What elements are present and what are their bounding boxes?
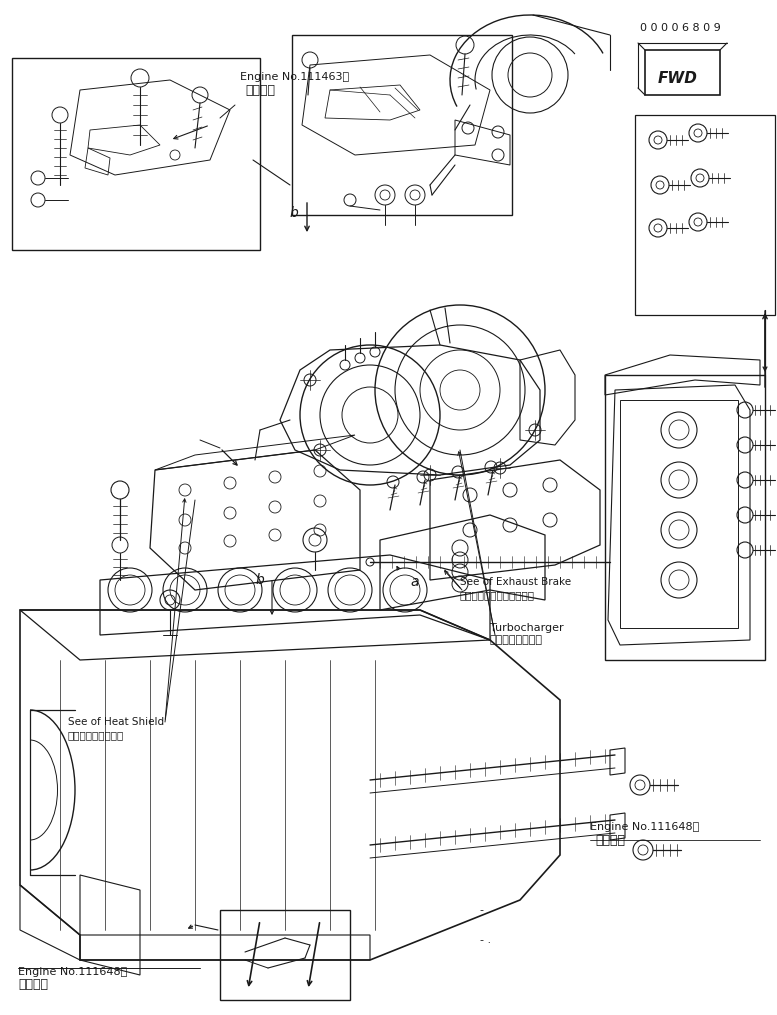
Text: ターボチャージャ: ターボチャージャ	[490, 635, 543, 645]
Text: 適用号機: 適用号機	[595, 833, 625, 847]
Text: See of Heat Shield: See of Heat Shield	[68, 717, 164, 727]
Text: エキゾーストブレーキ参照: エキゾーストブレーキ参照	[460, 590, 535, 600]
Text: a: a	[410, 576, 419, 589]
Text: - .: - .	[480, 905, 491, 915]
Bar	[12, 58, 260, 250]
Bar	[292, 35, 512, 215]
Text: FWD: FWD	[658, 70, 698, 85]
Text: 適用号機: 適用号機	[245, 83, 275, 96]
Bar	[645, 50, 720, 95]
Text: Engine No.111463～: Engine No.111463～	[240, 72, 349, 82]
Text: b: b	[290, 206, 298, 220]
Text: See of Exhaust Brake: See of Exhaust Brake	[460, 577, 571, 587]
Text: Engine No.111648～: Engine No.111648～	[590, 822, 699, 832]
Text: 0 0 0 0 6 8 0 9: 0 0 0 0 6 8 0 9	[640, 23, 721, 33]
Text: b: b	[256, 573, 265, 587]
Text: Turbocharger: Turbocharger	[490, 623, 563, 633]
Bar	[605, 375, 765, 660]
Text: ヒートシールド参照: ヒートシールド参照	[68, 730, 124, 740]
Bar	[220, 910, 350, 1000]
Bar	[635, 115, 775, 315]
Text: Engine No.111648～: Engine No.111648～	[18, 967, 127, 977]
Text: 適用号機: 適用号機	[18, 978, 48, 992]
Bar	[620, 400, 738, 628]
Text: - .: - .	[480, 935, 491, 945]
